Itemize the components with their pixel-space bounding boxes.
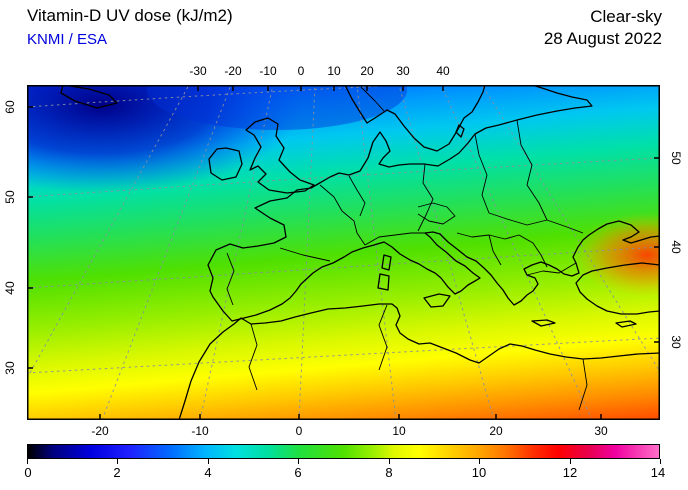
date-label: 28 August 2022 bbox=[543, 29, 662, 48]
bottom-axis-tick: 0 bbox=[295, 424, 303, 438]
colorbar-tick-label: 0 bbox=[24, 465, 32, 480]
axis-tick-marks bbox=[27, 85, 660, 420]
coastlines bbox=[60, 85, 660, 420]
map-frame bbox=[27, 85, 660, 420]
colorbar-tick-mark bbox=[208, 459, 209, 464]
top-axis-tick: 20 bbox=[360, 64, 374, 78]
top-axis-tick: 40 bbox=[436, 64, 450, 78]
right-axis-tick: 40 bbox=[669, 240, 683, 254]
bottom-axis-tick: -10 bbox=[191, 424, 209, 438]
colorbar-tick-mark bbox=[117, 459, 118, 464]
left-axis-tick: 40 bbox=[3, 281, 17, 295]
left-axis-tick: 30 bbox=[3, 361, 17, 375]
europe-map-svg bbox=[27, 85, 660, 420]
colorbar-tick-label: 6 bbox=[294, 465, 302, 480]
bottom-axis-tick: -20 bbox=[91, 424, 109, 438]
top-axis-tick: 10 bbox=[327, 64, 341, 78]
colorbar-tick-label: 12 bbox=[562, 465, 578, 480]
colorbar-tick-mark bbox=[298, 459, 299, 464]
left-axis-tick: 60 bbox=[3, 100, 17, 114]
left-axis-tick: 50 bbox=[3, 190, 17, 204]
bottom-axis-tick: 20 bbox=[489, 424, 503, 438]
top-axis-tick: 0 bbox=[297, 64, 305, 78]
sky-condition-label: Clear-sky bbox=[590, 7, 662, 26]
top-axis-tick: -20 bbox=[224, 64, 242, 78]
colorbar-tick-mark bbox=[660, 459, 661, 464]
page-title: Vitamin-D UV dose (kJ/m2) bbox=[27, 6, 233, 25]
top-axis-tick: 30 bbox=[396, 64, 410, 78]
right-axis-tick: 30 bbox=[669, 335, 683, 349]
uv-dose-color-field bbox=[27, 85, 660, 420]
knmi-esa-label: KNMI / ESA bbox=[27, 31, 108, 48]
top-axis-tick: -10 bbox=[259, 64, 277, 78]
bottom-axis-tick: 30 bbox=[594, 424, 608, 438]
top-axis-tick: -30 bbox=[189, 64, 207, 78]
colorbar-tick-label: 14 bbox=[650, 465, 666, 480]
right-axis-tick: 50 bbox=[669, 151, 683, 165]
header-right: Clear-sky 28 August 2022 bbox=[544, 6, 662, 50]
colorbar-gradient bbox=[27, 444, 660, 459]
colorbar-tick-mark bbox=[570, 459, 571, 464]
colorbar-tick-mark bbox=[389, 459, 390, 464]
colorbar-tick-label: 10 bbox=[471, 465, 487, 480]
country-borders bbox=[226, 86, 588, 411]
colorbar-tick-label: 4 bbox=[204, 465, 212, 480]
colorbar-tick-label: 2 bbox=[113, 465, 121, 480]
bottom-axis-tick: 10 bbox=[392, 424, 406, 438]
colorbar-tick-mark bbox=[27, 459, 28, 464]
map-plot bbox=[27, 85, 660, 420]
colorbar-tick-mark bbox=[479, 459, 480, 464]
colorbar-tick-label: 8 bbox=[385, 465, 393, 480]
